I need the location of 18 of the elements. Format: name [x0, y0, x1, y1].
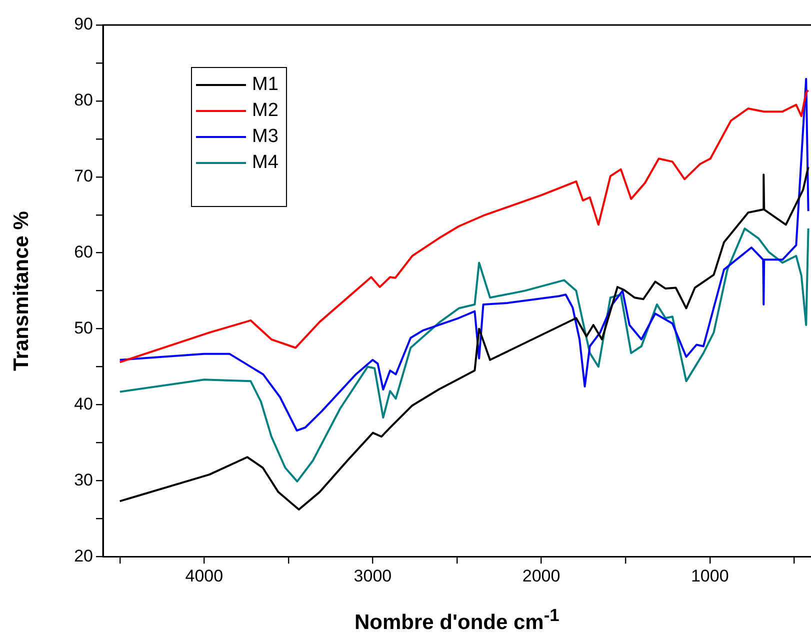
x-tick-label: 1000: [690, 566, 729, 586]
y-tick-label: 70: [74, 166, 93, 186]
x-tick-label: 4000: [185, 566, 224, 586]
y-tick-label: 90: [74, 14, 93, 34]
x-axis-title: Nombre d'onde cm$^{-1}$: [354, 604, 560, 635]
y-tick-label: 30: [74, 470, 93, 490]
x-tick-label: 2000: [522, 566, 560, 586]
legend-label: M3: [252, 126, 278, 148]
y-tick-label: 40: [74, 394, 93, 414]
legend-label: M1: [252, 74, 278, 96]
legend-label: M2: [252, 100, 278, 122]
y-tick-label: 20: [74, 546, 93, 566]
y-tick-label: 60: [74, 242, 93, 262]
x-tick-label: 3000: [354, 566, 392, 586]
y-axis-title: Transmitance %: [10, 210, 34, 371]
legend-label: M4: [252, 152, 278, 174]
y-tick-label: 50: [74, 318, 93, 338]
y-tick-label: 80: [74, 90, 93, 110]
